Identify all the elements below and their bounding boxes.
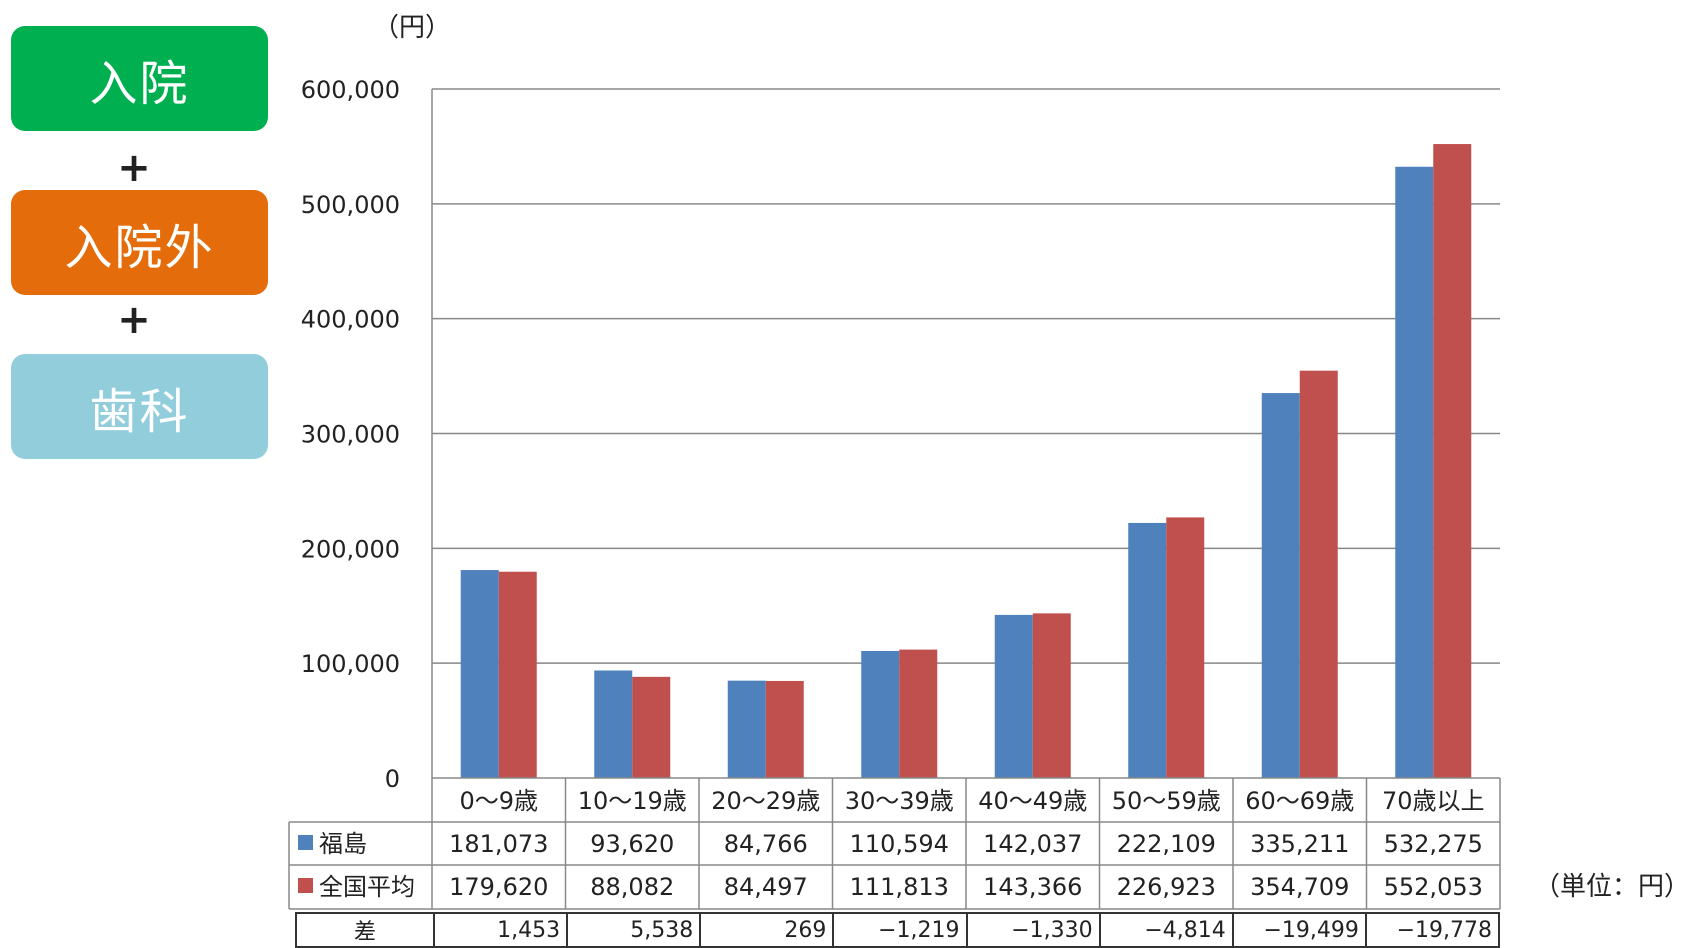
data-label: 111,813	[850, 873, 949, 901]
bar-national	[1166, 517, 1205, 778]
bar-fukushima	[460, 570, 499, 778]
legend-label: 全国平均	[319, 873, 415, 901]
plus-sign-2: +	[117, 297, 151, 343]
bar-fukushima	[594, 670, 633, 778]
x-tick-label: 60〜69歳	[1245, 787, 1354, 815]
y-tick-label: 200,000	[301, 535, 400, 563]
bar-national	[765, 680, 804, 778]
data-label: 226,923	[1117, 873, 1216, 901]
bar-national	[899, 649, 938, 778]
bar-fukushima	[1261, 393, 1300, 778]
y-tick-label: 0	[385, 765, 400, 793]
bar-fukushima	[861, 651, 900, 778]
legend-label: 福島	[319, 830, 367, 858]
data-label: 84,766	[724, 830, 808, 858]
dental-label: 歯科	[11, 354, 268, 459]
difference-row: 差 1,453 5,538 269 −1,219 −1,330 −4,814 −19,499…	[295, 912, 1501, 948]
y-unit-label: （円）	[373, 13, 451, 43]
y-tick-label: 100,000	[301, 650, 400, 678]
y-axis: （円） 0 100,000 200,000 300,000 400,000 500,000 6…	[301, 13, 451, 793]
bar-fukushima	[1128, 522, 1167, 778]
inpatient-label: 入院	[11, 26, 268, 131]
bar-fukushima	[994, 614, 1033, 778]
y-tick-label: 300,000	[301, 421, 400, 449]
difference-cell: −1,330	[965, 912, 1101, 948]
y-tick-label: 400,000	[301, 306, 400, 334]
unit-note: （単位：円）	[1534, 872, 1691, 902]
difference-cell: 5,538	[566, 912, 702, 948]
y-tick-label: 600,000	[301, 76, 400, 104]
x-tick-label: 20〜29歳	[711, 787, 820, 815]
legend-swatch	[298, 878, 313, 893]
data-label: 532,275	[1384, 830, 1483, 858]
outpatient-label: 入院外	[11, 190, 268, 295]
difference-cell: −1,219	[832, 912, 968, 948]
data-label: 143,366	[983, 873, 1082, 901]
y-tick-label: 500,000	[301, 191, 400, 219]
bar-national	[632, 676, 671, 778]
data-label: 142,037	[983, 830, 1082, 858]
x-tick-label: 0〜9歳	[459, 787, 538, 815]
bar-national	[498, 571, 537, 778]
x-tick-label: 10〜19歳	[578, 787, 687, 815]
difference-cell: −19,499	[1231, 912, 1367, 948]
difference-cell: 1,453	[432, 912, 569, 948]
plus-sign-1: +	[117, 145, 151, 191]
x-tick-label: 30〜39歳	[845, 787, 954, 815]
data-label: 552,053	[1384, 873, 1483, 901]
bar-fukushima	[727, 680, 766, 778]
bar-national	[1032, 613, 1071, 778]
difference-cell: −19,778	[1364, 912, 1501, 948]
x-tick-label: 50〜59歳	[1112, 787, 1221, 815]
data-label: 110,594	[850, 830, 949, 858]
data-label: 93,620	[590, 830, 674, 858]
difference-cell: −4,814	[1098, 912, 1234, 948]
bars	[460, 144, 1472, 778]
data-label: 84,497	[724, 873, 808, 901]
data-table: 0〜9歳 10〜19歳 20〜29歳 30〜39歳 40〜49歳 50〜59歳 60〜69歳…	[288, 777, 1501, 910]
difference-label: 差	[295, 912, 435, 948]
x-tick-label: 70歳以上	[1382, 787, 1485, 815]
data-label: 354,709	[1250, 873, 1349, 901]
data-label: 88,082	[590, 873, 674, 901]
bar-national	[1299, 370, 1338, 778]
data-label: 179,620	[449, 873, 548, 901]
x-tick-label: 40〜49歳	[978, 787, 1087, 815]
gridlines	[432, 88, 1500, 664]
difference-cell: 269	[699, 912, 835, 948]
bar-national	[1433, 144, 1472, 778]
data-label: 181,073	[449, 830, 548, 858]
data-label: 335,211	[1250, 830, 1349, 858]
data-label: 222,109	[1117, 830, 1216, 858]
bar-fukushima	[1395, 166, 1434, 778]
legend-swatch	[298, 835, 313, 850]
